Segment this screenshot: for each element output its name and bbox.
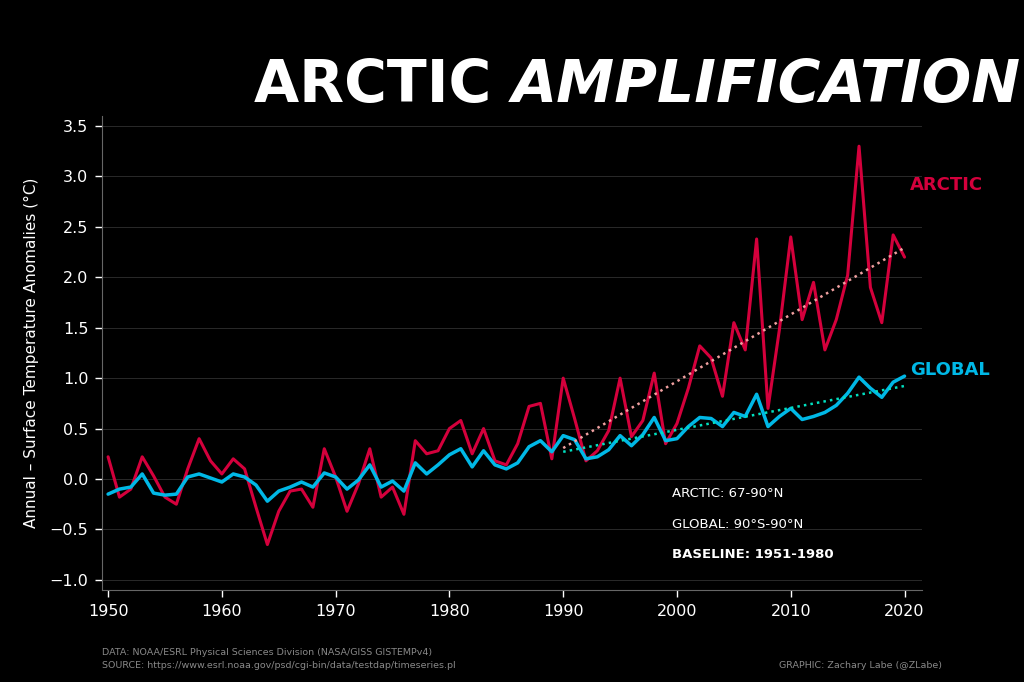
Text: GLOBAL: GLOBAL bbox=[910, 361, 990, 379]
Text: ARCTIC: ARCTIC bbox=[254, 57, 512, 114]
Text: ARCTIC: ARCTIC bbox=[910, 175, 983, 194]
Text: GRAPHIC: Zachary Labe (@ZLabe): GRAPHIC: Zachary Labe (@ZLabe) bbox=[779, 661, 942, 670]
Text: GLOBAL: 90°S-90°N: GLOBAL: 90°S-90°N bbox=[672, 518, 803, 531]
Text: DATA: NOAA/ESRL Physical Sciences Division (NASA/GISS GISTEMPv4)
SOURCE: https:/: DATA: NOAA/ESRL Physical Sciences Divisi… bbox=[102, 648, 456, 670]
Y-axis label: Annual – Surface Temperature Anomalies (°C): Annual – Surface Temperature Anomalies (… bbox=[24, 178, 39, 528]
Text: AMPLIFICATION: AMPLIFICATION bbox=[512, 57, 1021, 114]
Text: BASELINE: 1951-1980: BASELINE: 1951-1980 bbox=[672, 548, 834, 561]
Text: ARCTIC: 67-90°N: ARCTIC: 67-90°N bbox=[672, 487, 783, 500]
